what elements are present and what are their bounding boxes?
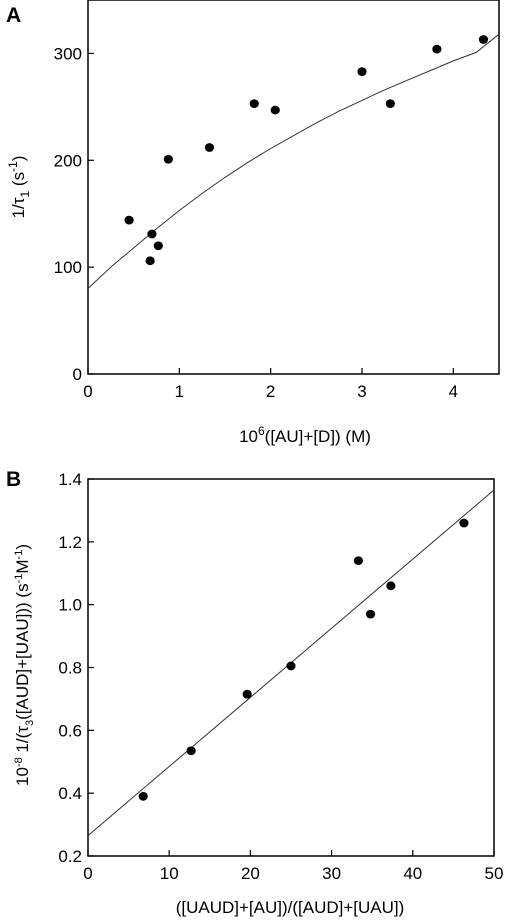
panel-a-data-point bbox=[270, 105, 280, 115]
panel-a-y-axis-label: 1/τ1 (s-1) bbox=[6, 156, 32, 219]
panel-b-y-tick-label: 0.6 bbox=[58, 721, 82, 740]
panel-a-data-point bbox=[145, 256, 155, 266]
panel-a-letter: A bbox=[6, 4, 21, 27]
panel-b-letter: B bbox=[6, 468, 21, 491]
panel-a-y-tick-label: 0 bbox=[73, 365, 82, 384]
panel-b-y-tick-label: 0.2 bbox=[58, 847, 82, 866]
panel-b-data-point bbox=[242, 689, 252, 699]
panel-b-x-tick-label: 40 bbox=[403, 864, 422, 883]
panel-a-data-point bbox=[385, 99, 395, 109]
panel-a-x-tick-label: 3 bbox=[357, 382, 366, 401]
panel-b-data-point bbox=[459, 518, 469, 528]
panel-b-x-tick-label: 10 bbox=[160, 864, 179, 883]
panel-b: B 0 10 20 30 40 50 0.2 0.4 0.6 0.8 1.0 1.2 1.4 ([UAU… bbox=[6, 468, 503, 917]
panel-b-ticks: 0 10 20 30 40 50 0.2 0.4 0.6 0.8 1.0 1.2 1.4 bbox=[58, 470, 503, 883]
panel-b-data-point bbox=[138, 791, 148, 801]
panel-b-y-axis-label: 10-8 1/(τ3([AUD]+[UAU])) (s-1M-1) bbox=[13, 544, 36, 786]
panel-a-data-point bbox=[432, 44, 442, 54]
panel-a-y-tick-label: 200 bbox=[54, 151, 82, 170]
panel-b-data-point bbox=[353, 556, 363, 566]
panel-b-y-tick-label: 0.4 bbox=[58, 784, 82, 803]
panel-a-ticks: 0 1 2 3 4 0 100 200 300 bbox=[54, 44, 458, 401]
panel-b-y-tick-label: 0.8 bbox=[58, 659, 82, 678]
panel-b-x-tick-label: 30 bbox=[322, 864, 341, 883]
panel-b-data-point bbox=[365, 609, 376, 619]
panel-a-data-point bbox=[124, 215, 134, 225]
panel-b-x-axis-label: ([UAUD]+[AU])/([AUD]+[UAU]) bbox=[176, 898, 405, 917]
panel-a-data-point bbox=[478, 35, 489, 44]
panel-a-x-axis-label: 106([AU]+[D]) (M) bbox=[239, 424, 371, 446]
panel-b-y-tick-label: 1.2 bbox=[58, 533, 82, 552]
panel-b-data-point bbox=[286, 661, 296, 671]
panel-b-x-tick-label: 0 bbox=[83, 864, 92, 883]
panel-b-y-tick-label: 1.0 bbox=[58, 596, 82, 615]
panel-a-plot-frame bbox=[87, 0, 500, 375]
panel-a-data-point bbox=[204, 143, 215, 152]
panel-b-x-tick-label: 50 bbox=[485, 864, 504, 883]
panel-a-fit-line bbox=[87, 33, 500, 289]
panel-a-data-point bbox=[147, 229, 157, 239]
panel-a-y-tick-label: 100 bbox=[54, 258, 82, 277]
panel-b-y-tick-label: 1.4 bbox=[58, 470, 82, 489]
panel-b-x-tick-label: 20 bbox=[241, 864, 260, 883]
panel-a-data-point bbox=[163, 154, 173, 164]
panel-b-data-point bbox=[386, 581, 396, 591]
panel-b-data-point bbox=[186, 746, 196, 756]
panel-a-data-point bbox=[153, 241, 163, 251]
panel-a-x-tick-label: 0 bbox=[83, 382, 92, 401]
panel-a-x-tick-label: 4 bbox=[449, 382, 458, 401]
panel-a: A 0 1 2 3 4 0 100 200 300 106([AU]+[D]) (M) 1/τ1… bbox=[6, 0, 500, 446]
panel-b-points bbox=[138, 518, 469, 801]
panel-a-y-tick-label: 300 bbox=[54, 44, 82, 63]
panel-a-data-point bbox=[249, 99, 259, 109]
panel-a-fit bbox=[87, 33, 500, 289]
panel-a-x-tick-label: 2 bbox=[266, 382, 275, 401]
panel-a-data-point bbox=[357, 67, 367, 76]
panel-a-points bbox=[124, 35, 489, 266]
panel-a-x-tick-label: 1 bbox=[175, 382, 184, 401]
